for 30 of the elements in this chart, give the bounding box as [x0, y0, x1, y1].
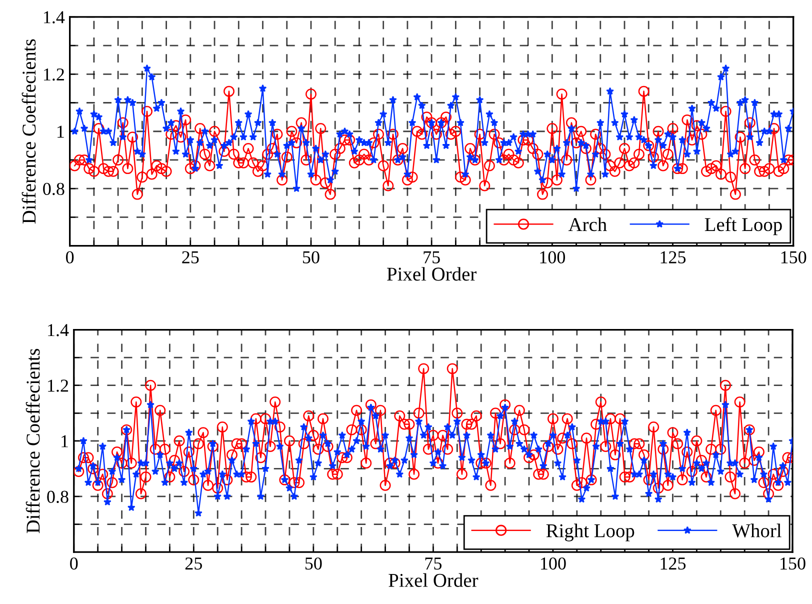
x-tick-label: 100: [540, 251, 566, 264]
y-tick-label: 1.2: [44, 68, 64, 81]
legend-label: Left Loop: [704, 217, 782, 236]
y-axis-title: Difference Coeffecients: [22, 39, 36, 224]
legend-label: Right Loop: [546, 524, 634, 542]
x-tick-label: 25: [185, 557, 202, 570]
x-tick-label: 125: [660, 557, 686, 570]
x-tick-label: 100: [541, 557, 566, 570]
y-tick-label: 1: [58, 126, 64, 138]
x-axis-title: Pixel Order: [387, 267, 476, 281]
x-axis-title: Pixel Order: [388, 573, 478, 587]
y-tick-label: 1.4: [48, 324, 69, 336]
x-tick-label: 150: [780, 557, 806, 570]
x-tick-label: 150: [781, 251, 806, 264]
x-tick-label: 25: [182, 251, 199, 264]
x-tick-label: 0: [66, 251, 74, 264]
x-tick-label: 50: [303, 251, 320, 264]
y-tick-label: 1.4: [44, 11, 65, 24]
legend-label: Arch: [568, 218, 607, 232]
x-tick-label: 0: [70, 557, 78, 570]
x-tick-label: 125: [660, 251, 686, 264]
x-tick-label: 50: [305, 557, 322, 570]
x-tick-label: 75: [424, 251, 440, 264]
x-tick-label: 75: [425, 558, 442, 570]
legend-label: Whorl: [732, 524, 782, 538]
y-tick-label: 1.2: [48, 380, 68, 392]
y-tick-label: 0.8: [43, 182, 64, 196]
y-axis-title: Difference Coeffecients: [26, 348, 40, 534]
y-tick-label: 1: [62, 435, 68, 448]
y-tick-label: 0.8: [47, 490, 68, 504]
